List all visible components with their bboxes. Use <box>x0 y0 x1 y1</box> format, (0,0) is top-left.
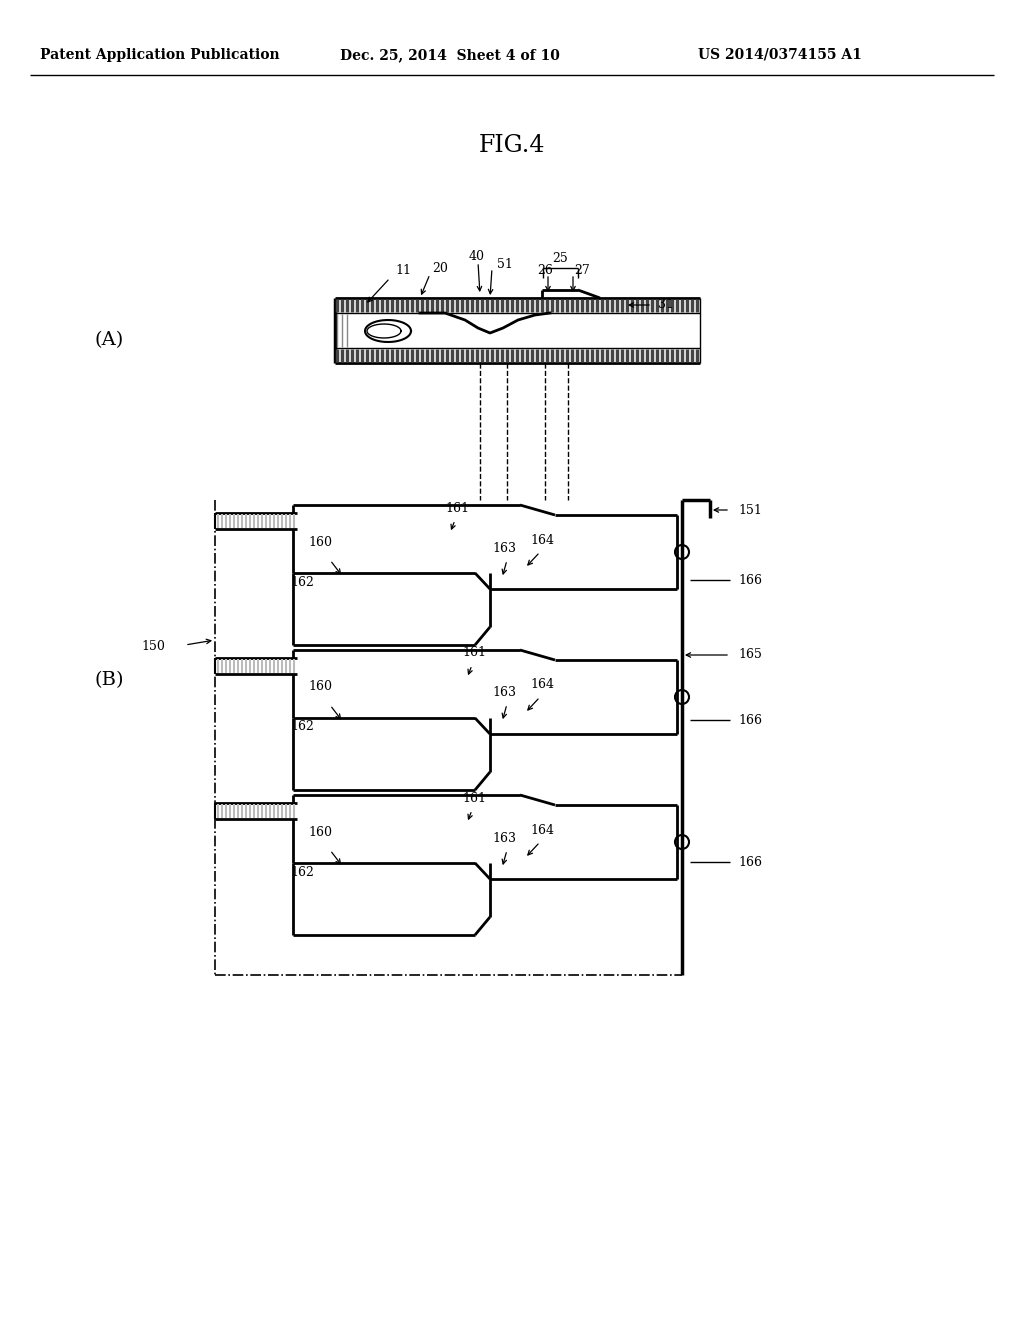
Text: US 2014/0374155 A1: US 2014/0374155 A1 <box>698 48 862 62</box>
Text: 26: 26 <box>537 264 553 276</box>
Text: 166: 166 <box>738 855 762 869</box>
Text: (B): (B) <box>95 671 125 689</box>
Text: 150: 150 <box>141 640 165 653</box>
Text: 162: 162 <box>290 866 314 879</box>
Text: 162: 162 <box>290 576 314 589</box>
Text: 164: 164 <box>530 533 554 546</box>
Text: 166: 166 <box>738 714 762 726</box>
Text: 160: 160 <box>308 825 332 838</box>
Text: 163: 163 <box>492 541 516 554</box>
Text: 166: 166 <box>738 573 762 586</box>
Text: 20: 20 <box>432 261 447 275</box>
Text: 27: 27 <box>574 264 590 276</box>
Text: 161: 161 <box>462 647 486 660</box>
Text: 11: 11 <box>395 264 411 276</box>
Text: 160: 160 <box>308 536 332 549</box>
Text: 151: 151 <box>738 503 762 516</box>
Text: 25: 25 <box>552 252 568 264</box>
Text: Dec. 25, 2014  Sheet 4 of 10: Dec. 25, 2014 Sheet 4 of 10 <box>340 48 560 62</box>
Text: 51: 51 <box>497 259 513 272</box>
Text: 160: 160 <box>308 681 332 693</box>
Text: Patent Application Publication: Patent Application Publication <box>40 48 280 62</box>
Text: FIG.4: FIG.4 <box>479 133 545 157</box>
Text: 165: 165 <box>738 648 762 661</box>
Text: 162: 162 <box>290 721 314 734</box>
Text: 31: 31 <box>658 298 674 312</box>
Text: 163: 163 <box>492 685 516 698</box>
Text: 40: 40 <box>469 249 485 263</box>
Text: 161: 161 <box>445 502 469 515</box>
Text: 164: 164 <box>530 678 554 692</box>
Text: 164: 164 <box>530 824 554 837</box>
Text: 161: 161 <box>462 792 486 804</box>
Text: (A): (A) <box>95 331 124 348</box>
Text: 163: 163 <box>492 832 516 845</box>
